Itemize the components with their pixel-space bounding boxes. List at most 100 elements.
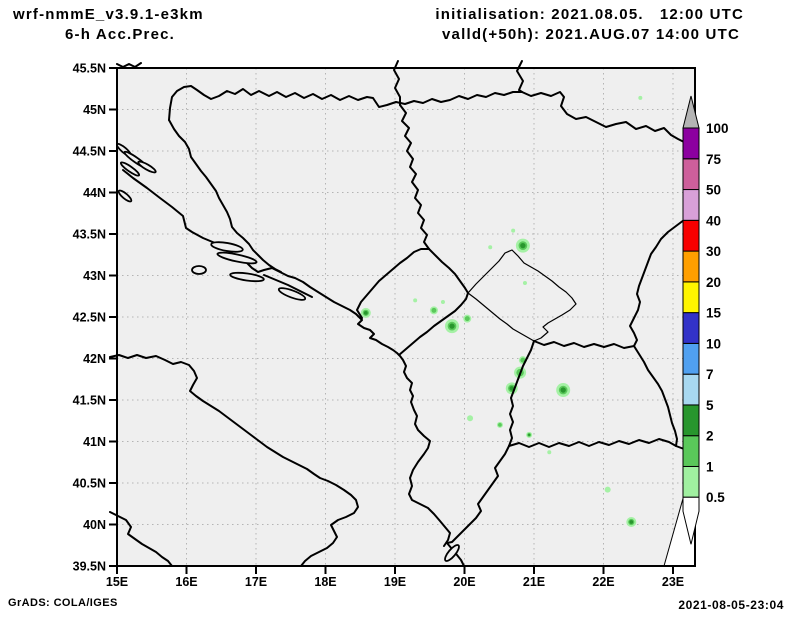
lon-tick-label: 18E (314, 575, 336, 589)
colorbar-segment (682, 373, 700, 406)
colorbar-over-arrow (682, 95, 700, 129)
model-title: wrf-nmmE_v3.9.1-e3km (13, 6, 204, 23)
lat-lon-gridlines (117, 68, 695, 566)
bulgaria-west-border (629, 212, 693, 450)
bosnia-north-sava-border (168, 85, 523, 121)
colorbar-segment (682, 342, 700, 375)
lon-tick-label: 22E (592, 575, 614, 589)
island-zadar-arch (137, 160, 157, 174)
lon-tick-label: 15E (106, 575, 128, 589)
colorbar-label: 1 (706, 459, 714, 474)
colorbar-label: 2 (706, 429, 714, 444)
precip-cell-light (638, 95, 643, 100)
product-subtitle: 6-h Acc.Prec. (64, 26, 176, 43)
macedonia-albania-border (508, 340, 535, 447)
precip-cell-light (467, 415, 474, 422)
colorbar-label: 75 (706, 152, 722, 167)
lat-tick-label: 39.5N (73, 560, 106, 574)
precip-cell-medium (464, 316, 470, 322)
precip-cell-dark (509, 386, 515, 391)
albania-greece-border (446, 445, 510, 544)
serbia-montenegro-border (428, 248, 469, 294)
lat-tick-label: 44N (83, 186, 106, 200)
lat-tick-label: 42.5N (73, 311, 106, 325)
coastlines-and-borders (109, 60, 696, 567)
valid-time-label: valld(+50h): 2021.AUG.07 14:00 UTC (442, 26, 740, 43)
colorbar-segment (682, 158, 700, 191)
colorbar-label: 30 (706, 244, 721, 259)
initialisation-time-label: initialisation: 2021.08.05. 12:00 UTC (435, 6, 744, 23)
precip-cell-light (488, 245, 493, 250)
colorbar-under-arrow (682, 496, 700, 545)
precip-cell-dark (449, 323, 455, 329)
colorbar-segment (682, 312, 700, 344)
precip-cell-medium (520, 357, 526, 363)
island-vis (191, 265, 207, 275)
colorbar-label: 10 (706, 336, 721, 351)
lat-tick-label: 41N (83, 435, 106, 449)
colorbar-label: 7 (706, 367, 714, 382)
colorbar-segment (682, 281, 700, 314)
colorbar-label: 40 (706, 213, 721, 228)
bosnia-west-border (168, 119, 282, 273)
lat-tick-label: 43N (83, 269, 106, 283)
colorbar-label: 50 (706, 183, 721, 198)
precipitation-shading-layer (360, 95, 643, 528)
axis-ticks-and-labels: 45.5N 45N 44.5N 44N 43.5N 43N 42.5N 42N 41.5N 41N… (73, 62, 684, 590)
peljesac-peninsula (263, 274, 313, 298)
precip-cell-dark (520, 242, 526, 249)
colorbar-label: 100 (706, 121, 729, 136)
precip-cell-dark (363, 310, 368, 315)
colorbar-label: 5 (706, 398, 714, 413)
precip-cell-dark (629, 520, 634, 524)
lon-tick-label: 20E (453, 575, 475, 589)
colorbar-label: 15 (706, 306, 722, 321)
island-corfu (444, 544, 460, 562)
grads-credit: GrADS: COLA/IGES (8, 597, 118, 609)
creation-timestamp: 2021-08-05-23:04 (678, 598, 784, 612)
colorbar-segment (682, 465, 700, 498)
precip-cell-medium (498, 423, 502, 427)
italy-adriatic-coast (109, 354, 359, 567)
lat-tick-label: 41.5N (73, 394, 106, 408)
precip-cell-light (604, 486, 611, 493)
colorbar-segment (682, 219, 700, 252)
colorbar-label: 0.5 (706, 490, 725, 505)
lat-tick-label: 40N (83, 518, 106, 532)
lat-tick-label: 45N (83, 103, 106, 117)
colorbar-segment (682, 404, 700, 437)
drina-border (399, 104, 430, 250)
island-brac (210, 241, 244, 253)
lon-tick-label: 19E (384, 575, 406, 589)
island-kornati (119, 161, 141, 177)
colorbar-label: 20 (706, 275, 721, 290)
colorbar-segment (682, 250, 700, 283)
island-murter (117, 189, 133, 203)
greek-coast-south (446, 542, 465, 567)
colorbar-segment (682, 435, 700, 467)
istria-coast-snippet (116, 62, 142, 68)
precip-cell-light (522, 280, 527, 285)
lat-tick-label: 45.5N (73, 62, 106, 76)
montenegro-albania-border (398, 292, 469, 356)
italy-tyrrhenian-coast (109, 511, 173, 567)
lon-tick-label: 17E (245, 575, 267, 589)
precip-cell-dark (527, 433, 531, 436)
colorbar-segment (682, 189, 700, 221)
macedonia-north-border (533, 340, 635, 349)
lat-tick-label: 44.5N (73, 145, 106, 159)
kosovo-border (467, 249, 577, 342)
precip-cell-medium (431, 307, 437, 313)
greece-macedonia-border (508, 438, 677, 448)
lon-tick-label: 16E (175, 575, 197, 589)
island-hvar (216, 251, 258, 265)
lat-tick-label: 40.5N (73, 477, 106, 491)
lat-tick-label: 43.5N (73, 228, 106, 242)
precip-cell-light (547, 450, 552, 455)
precip-cell-light (440, 300, 445, 305)
danube-east-border (521, 91, 696, 148)
lon-tick-label: 23E (662, 575, 684, 589)
